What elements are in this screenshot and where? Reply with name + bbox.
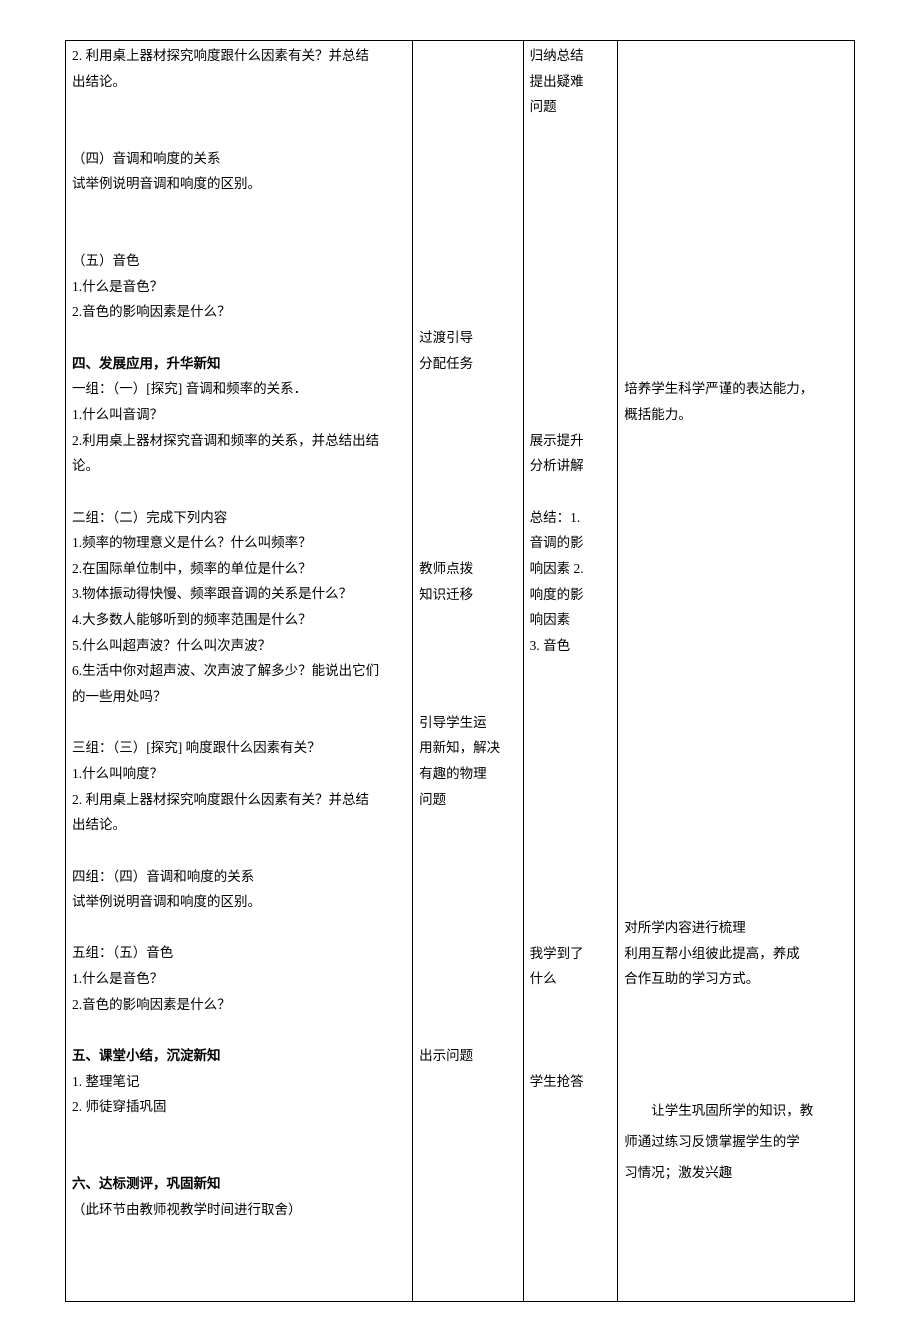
section-heading: 五、课堂小结，沉淀新知 — [72, 1043, 406, 1069]
text: 对所学内容进行梳理 — [624, 915, 848, 941]
text: 我学到了 — [530, 941, 612, 967]
text: 2.在国际单位制中，频率的单位是什么？ — [72, 556, 406, 582]
text: 试举例说明音调和响度的区别。 — [72, 889, 406, 915]
text: 响因素 — [530, 607, 612, 633]
text: 分配任务 — [419, 351, 516, 377]
text: 师通过练习反馈掌握学生的学 — [624, 1126, 848, 1157]
text: 音调的影 — [530, 530, 612, 556]
student-activity-cell: 归纳总结 提出疑难 问题 展示提升 分析讲解 总结：1. 音调的影 响因素 2.… — [523, 41, 618, 1302]
text: 知识迁移 — [419, 582, 516, 608]
text: 2. 利用桌上器材探究响度跟什么因素有关？并总结 — [72, 787, 406, 813]
text: 1.什么是音色？ — [72, 274, 406, 300]
text: 一组：（一）[探究] 音调和频率的关系． — [72, 376, 406, 402]
text: 4.大多数人能够听到的频率范围是什么？ — [72, 607, 406, 633]
text: 2.利用桌上器材探究音调和频率的关系，并总结出结 — [72, 428, 406, 454]
text: 四组：（四）音调和响度的关系 — [72, 864, 406, 890]
text: （四）音调和响度的关系 — [72, 146, 406, 172]
text: 展示提升 — [530, 428, 612, 454]
text: 试举例说明音调和响度的区别。 — [72, 171, 406, 197]
text: 五组：（五）音色 — [72, 940, 406, 966]
text: 问题 — [530, 94, 612, 120]
text: 概括能力。 — [624, 402, 848, 428]
text: 让学生巩固所学的知识，教 — [624, 1095, 848, 1126]
text: 习情况；激发兴趣 — [624, 1157, 848, 1188]
text: 2.音色的影响因素是什么？ — [72, 299, 406, 325]
text: 1.什么叫音调？ — [72, 402, 406, 428]
text: 二组：（二）完成下列内容 — [72, 505, 406, 531]
text: 引导学生运 — [419, 710, 516, 736]
text: 出示问题 — [419, 1043, 516, 1069]
text: 用新知，解决 — [419, 735, 516, 761]
text: 过渡引导 — [419, 325, 516, 351]
text: 教师点拨 — [419, 556, 516, 582]
text: 学生抢答 — [530, 1069, 612, 1095]
text: 论。 — [72, 453, 406, 479]
text: 归纳总结 — [530, 43, 612, 69]
text: 2. 利用桌上器材探究响度跟什么因素有关？并总结 — [72, 43, 406, 69]
text: 1.什么是音色？ — [72, 966, 406, 992]
text: 有趣的物理 — [419, 761, 516, 787]
table-row: 2. 利用桌上器材探究响度跟什么因素有关？并总结 出结论。 （四）音调和响度的关… — [66, 41, 855, 1302]
text: 出结论。 — [72, 69, 406, 95]
lesson-plan-table: 2. 利用桌上器材探究响度跟什么因素有关？并总结 出结论。 （四）音调和响度的关… — [65, 40, 855, 1302]
section-heading: 四、发展应用，升华新知 — [72, 351, 406, 377]
text: （五）音色 — [72, 248, 406, 274]
text: 6.生活中你对超声波、次声波了解多少？能说出它们 — [72, 658, 406, 684]
text: 2. 师徒穿插巩固 — [72, 1094, 406, 1120]
text: 提出疑难 — [530, 69, 612, 95]
text: （此环节由教师视教学时间进行取舍） — [72, 1197, 406, 1223]
text: 分析讲解 — [530, 453, 612, 479]
text: 5.什么叫超声波？什么叫次声波？ — [72, 633, 406, 659]
text: 响因素 2. — [530, 556, 612, 582]
text: 总结：1. — [530, 505, 612, 531]
text: 培养学生科学严谨的表达能力， — [624, 376, 848, 402]
text: 3.物体振动得快慢、频率跟音调的关系是什么？ — [72, 581, 406, 607]
text: 1.什么叫响度？ — [72, 761, 406, 787]
design-intent-cell: 培养学生科学严谨的表达能力， 概括能力。 对所学内容进行梳理 利用互帮小组彼此提… — [618, 41, 855, 1302]
text: 出结论。 — [72, 812, 406, 838]
text: 2.音色的影响因素是什么？ — [72, 992, 406, 1018]
text: 响度的影 — [530, 582, 612, 608]
text: 1.频率的物理意义是什么？什么叫频率？ — [72, 530, 406, 556]
text: 问题 — [419, 787, 516, 813]
text: 3. 音色 — [530, 633, 612, 659]
text: 的一些用处吗？ — [72, 684, 406, 710]
text: 利用互帮小组彼此提高，养成 — [624, 941, 848, 967]
text: 什么 — [530, 966, 612, 992]
section-heading: 六、达标测评，巩固新知 — [72, 1171, 406, 1197]
teacher-activity-cell: 过渡引导 分配任务 教师点拨 知识迁移 引导学生运 用新知，解决 有趣的物理 问… — [413, 41, 523, 1302]
teaching-content-cell: 2. 利用桌上器材探究响度跟什么因素有关？并总结 出结论。 （四）音调和响度的关… — [66, 41, 413, 1302]
text: 三组：（三）[探究] 响度跟什么因素有关？ — [72, 735, 406, 761]
text: 合作互助的学习方式。 — [624, 966, 848, 992]
text: 1. 整理笔记 — [72, 1069, 406, 1095]
